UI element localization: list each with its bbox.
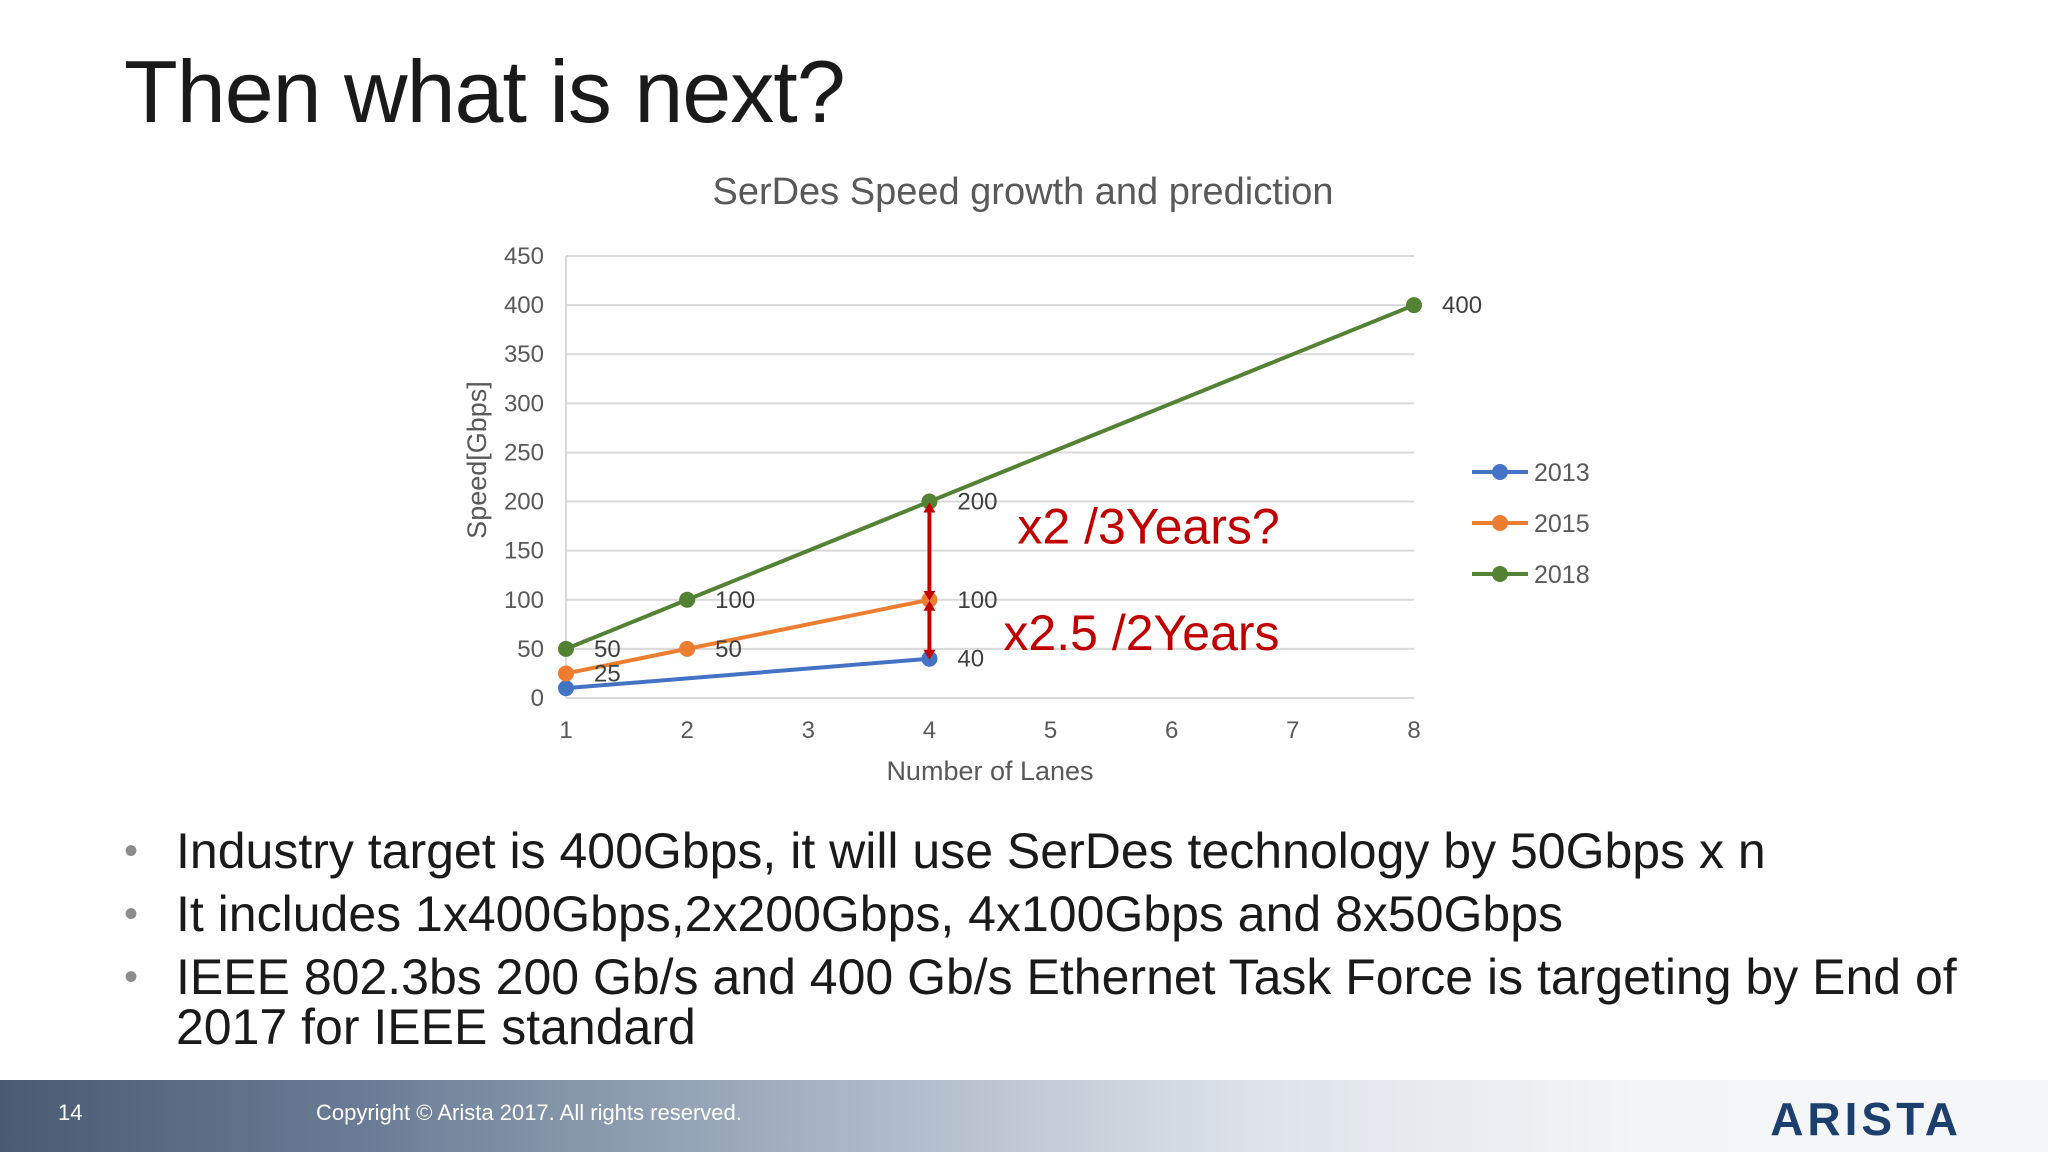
bullet-text: It includes 1x400Gbps,2x200Gbps, 4x100Gb…: [176, 886, 1564, 942]
x-tick-label: 5: [1044, 717, 1057, 744]
annotation-label: x2.5 /2Years: [1003, 605, 1279, 661]
bullet-item: • IEEE 802.3bs 200 Gb/s and 400 Gb/s Ethe…: [124, 952, 2004, 1052]
series-2018: 50 100 200 400: [558, 292, 1482, 663]
legend-marker: [1492, 566, 1508, 582]
y-tick-label: 200: [504, 489, 544, 516]
legend: 2013 2015 2018: [1472, 459, 1590, 589]
bullet-text: IEEE 802.3bs 200 Gb/s and 400 Gb/s Ether…: [176, 949, 1957, 1055]
x-tick-label: 8: [1407, 717, 1420, 744]
x-tick-label: 2: [680, 717, 693, 744]
axes: 0 50 100 150 200 250 300 350 400 450 1 2 3 4 5 6 7 8: [504, 243, 1421, 744]
x-tick-label: 4: [923, 717, 936, 744]
data-point: [558, 640, 574, 657]
annotations: x2 /3Years? x2.5 /2Years: [923, 499, 1280, 661]
legend-marker: [1492, 464, 1508, 480]
x-tick-label: 3: [802, 717, 815, 744]
y-tick-label: 0: [531, 685, 544, 712]
legend-label: 2018: [1534, 561, 1590, 589]
copyright-notice: Copyright © Arista 2017. All rights rese…: [316, 1100, 742, 1125]
data-point: [679, 591, 696, 608]
x-axis-title: Number of Lanes: [886, 756, 1093, 786]
x-tick-label: 7: [1286, 717, 1299, 744]
x-tick-label: 6: [1165, 717, 1178, 744]
bullet-dot-icon: •: [124, 955, 139, 999]
bullet-list: • Industry target is 400Gbps, it will use…: [124, 826, 2004, 1065]
legend-label: 2015: [1534, 510, 1590, 538]
page-number: 14: [58, 1100, 83, 1125]
data-point: [1406, 297, 1422, 314]
data-label: 200: [957, 489, 997, 516]
y-tick-label: 150: [504, 538, 544, 565]
serdes-speed-chart: SerDes Speed growth and prediction 0 50 10…: [462, 171, 1590, 786]
y-tick-label: 250: [504, 439, 544, 466]
data-label: 40: [957, 646, 984, 673]
slide-title: Then what is next?: [124, 42, 846, 141]
series-2013: 40: [558, 646, 984, 697]
legend-item-2013: 2013: [1472, 459, 1590, 487]
data-point: [679, 640, 696, 657]
data-label: 400: [1442, 292, 1482, 319]
y-tick-label: 50: [517, 636, 544, 663]
y-tick-label: 300: [504, 390, 544, 417]
bullet-dot-icon: •: [124, 829, 139, 873]
legend-label: 2013: [1534, 459, 1590, 487]
data-point: [558, 665, 574, 682]
bullet-item: • Industry target is 400Gbps, it will use…: [124, 826, 2004, 876]
series-line: [565, 656, 930, 691]
data-label: 100: [715, 587, 755, 614]
x-tick-label: 1: [559, 717, 572, 744]
series-line: [565, 303, 1415, 651]
y-tick-label: 450: [504, 243, 544, 270]
legend-marker: [1492, 515, 1508, 531]
legend-item-2015: 2015: [1472, 510, 1590, 538]
y-axis-title: Speed[Gbps]: [462, 381, 492, 539]
data-label: 25: [594, 660, 621, 687]
arista-logo: ARISTA: [1770, 1093, 1962, 1145]
y-tick-label: 100: [504, 587, 544, 614]
bullet-item: • It includes 1x400Gbps,2x200Gbps, 4x100G…: [124, 889, 2004, 939]
data-point: [921, 493, 938, 510]
chart-title: SerDes Speed growth and prediction: [712, 171, 1333, 213]
y-tick-label: 350: [504, 341, 544, 368]
footer-bar: 14 Copyright © Arista 2017. All rights r…: [0, 1080, 2048, 1152]
annotation-label: x2 /3Years?: [1017, 499, 1279, 555]
bullet-text: Industry target is 400Gbps, it will use …: [176, 823, 1766, 879]
grid-lines: [566, 255, 1414, 650]
data-point: [558, 680, 574, 697]
data-label: 100: [957, 587, 997, 614]
legend-item-2018: 2018: [1472, 561, 1590, 589]
data-label: 50: [715, 636, 742, 663]
y-tick-label: 400: [504, 292, 544, 319]
data-label: 50: [594, 636, 621, 663]
bullet-dot-icon: •: [124, 892, 139, 936]
